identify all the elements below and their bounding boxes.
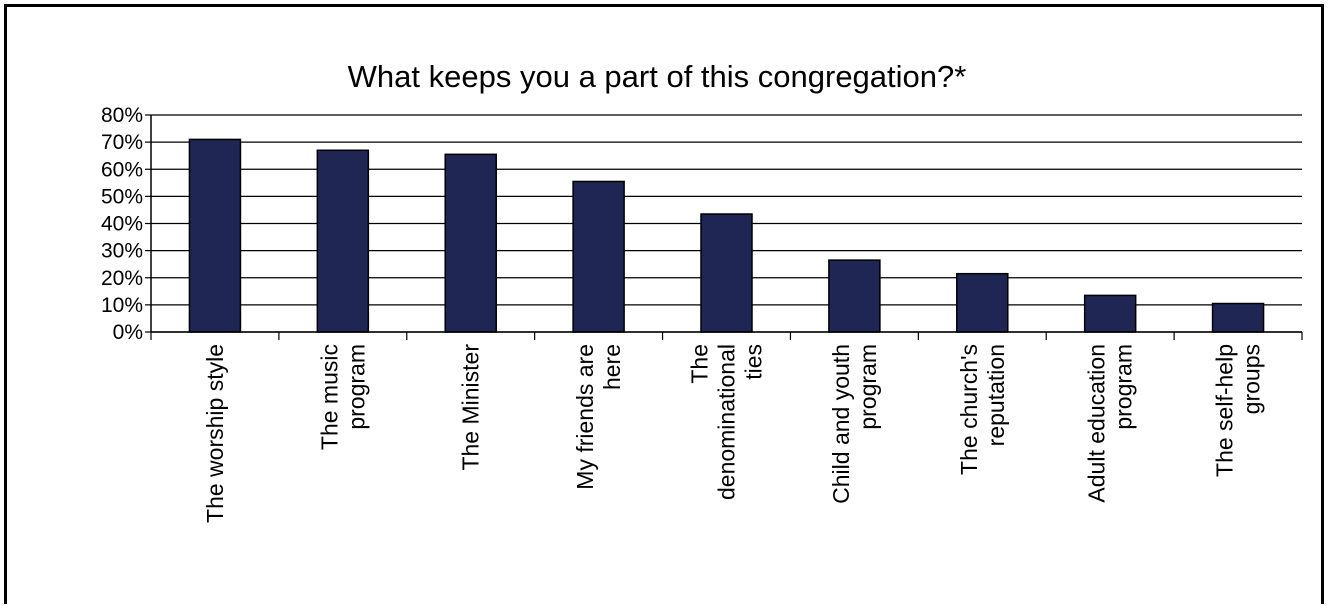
bar bbox=[188, 138, 242, 333]
bar bbox=[1211, 302, 1265, 333]
x-tick-label: The musicprogram bbox=[316, 344, 369, 450]
chart-frame: What keeps you a part of this congregati… bbox=[4, 4, 1324, 604]
y-tick-label: 40% bbox=[101, 213, 143, 236]
bar bbox=[1083, 294, 1137, 333]
y-tick-label: 0% bbox=[113, 321, 143, 344]
bar bbox=[572, 180, 625, 333]
x-tick-label: Child and youthprogram bbox=[828, 344, 881, 504]
x-tick-label: The self-helpgroups bbox=[1212, 344, 1265, 477]
x-tick-label: The church'sreputation bbox=[956, 344, 1009, 475]
x-tick-label: Thedenominationalties bbox=[687, 344, 767, 500]
bar-chart: What keeps you a part of this congregati… bbox=[101, 59, 1303, 523]
bar bbox=[828, 259, 881, 333]
y-tick-label: 50% bbox=[101, 185, 143, 208]
x-tick-label: The worship style bbox=[202, 344, 228, 523]
bar bbox=[444, 153, 497, 333]
y-tick-label: 30% bbox=[101, 240, 143, 263]
chart-title: What keeps you a part of this congregati… bbox=[348, 59, 967, 94]
x-tick-label: My friends arehere bbox=[572, 344, 625, 490]
axes bbox=[150, 115, 1303, 340]
y-tick-label: 80% bbox=[101, 104, 143, 127]
y-tick-label: 20% bbox=[101, 267, 143, 290]
y-tick-label: 10% bbox=[101, 294, 143, 317]
bar bbox=[700, 213, 753, 333]
bars bbox=[188, 138, 1265, 333]
y-tick-label: 60% bbox=[101, 158, 143, 181]
x-tick-label: The Minister bbox=[458, 344, 484, 471]
bar bbox=[956, 272, 1009, 333]
x-axis-labels: The worship style The musicprogram The Min… bbox=[202, 344, 1265, 523]
y-axis-ticks: 0% 10% 20% 30% 40% 50% 60% 70% 80% bbox=[101, 104, 151, 344]
x-tick-label: Adult educationprogram bbox=[1084, 344, 1137, 503]
bar bbox=[316, 149, 370, 333]
y-tick-label: 70% bbox=[101, 131, 143, 154]
